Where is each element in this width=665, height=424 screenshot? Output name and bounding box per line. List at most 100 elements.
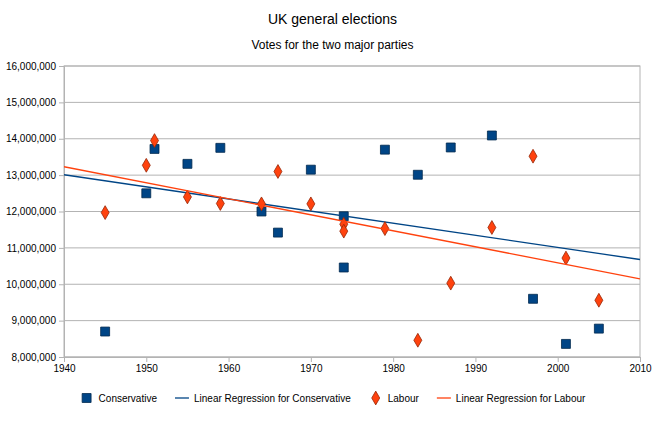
tick-label: 10,000,000: [6, 279, 56, 290]
tick: 1990: [465, 357, 488, 374]
axis-line: [65, 358, 641, 363]
tick-mark: [229, 357, 230, 362]
grid-line: [64, 247, 640, 248]
legend-item: Linear Regression for Conservative: [175, 393, 351, 404]
tick: 13,000,000: [6, 170, 64, 181]
tick-mark: [475, 357, 476, 362]
point: [561, 339, 570, 348]
x-axis: 1940 1950 1960 1970 1980 1990 2000 2010: [53, 357, 652, 374]
tick: 15,000,000: [6, 97, 64, 108]
point: [339, 263, 348, 272]
point: [307, 197, 315, 211]
point: [594, 324, 603, 333]
tick: 1980: [383, 357, 406, 374]
tick-mark: [59, 175, 64, 176]
tick-mark: [59, 248, 64, 249]
legend-label: Conservative: [99, 393, 158, 404]
tick: 1960: [218, 357, 241, 374]
tick: 9,000,000: [12, 315, 65, 326]
point: [413, 170, 422, 179]
grid-line: [64, 138, 640, 139]
axis-line: [59, 67, 65, 358]
tick-label: 2010: [629, 363, 652, 374]
grid-line: [64, 102, 640, 103]
grid-line: [64, 175, 640, 176]
tick-mark: [59, 212, 64, 213]
point: [216, 143, 225, 152]
point: [595, 293, 603, 307]
point: [216, 197, 224, 211]
grid-line: [64, 284, 640, 285]
tick-label: 15,000,000: [6, 97, 56, 108]
point: [529, 149, 537, 163]
legend-label: Linear Regression for Labour: [456, 393, 586, 404]
point: [274, 165, 282, 179]
tick-mark: [59, 139, 64, 140]
point: [447, 276, 455, 290]
grid: [64, 66, 640, 357]
tick: 1950: [136, 357, 159, 374]
tick-mark: [311, 357, 312, 362]
point: [414, 333, 422, 347]
legend-label: Linear Regression for Conservative: [194, 393, 351, 404]
regression-line: [64, 175, 640, 260]
grid-line: [64, 320, 640, 321]
legend-item: Conservative: [82, 393, 157, 404]
tick-label: 14,000,000: [6, 133, 56, 144]
tick: 1940: [53, 357, 76, 374]
chart: UK general elections Votes for the two ma…: [0, 0, 665, 424]
marks: [64, 131, 640, 348]
legend-item: Linear Regression for Labour: [437, 393, 586, 404]
point: [488, 221, 496, 235]
y-axis: 8,000,000 9,000,000 10,000,000 11,000,000 12…: [6, 61, 65, 363]
point: [529, 294, 538, 303]
regression-line: [64, 167, 640, 279]
legend-item: Labour: [372, 391, 420, 405]
point: [258, 197, 266, 211]
tick: 11,000,000: [7, 243, 64, 254]
tick-label: 1990: [465, 363, 488, 374]
point: [562, 251, 570, 265]
tick-label: 1940: [53, 363, 76, 374]
tick-label: 1960: [218, 363, 241, 374]
point: [380, 145, 389, 154]
legend-label: Labour: [388, 393, 420, 404]
point: [273, 228, 282, 237]
tick-mark: [146, 357, 147, 362]
tick-mark: [558, 357, 559, 362]
tick: 16,000,000: [6, 61, 64, 72]
tick-label: 1980: [383, 363, 406, 374]
tick-label: 12,000,000: [6, 206, 56, 217]
plot: 8,000,000 9,000,000 10,000,000 11,000,000 12…: [6, 61, 652, 374]
tick-mark: [59, 284, 64, 285]
tick: 8,000,000: [12, 352, 65, 363]
plot-frame: [64, 66, 640, 357]
grid-line: [64, 211, 640, 212]
legend-symbol: [82, 394, 91, 403]
title: UK general elections: [268, 11, 397, 27]
tick-label: 9,000,000: [12, 315, 57, 326]
tick-label: 11,000,000: [7, 243, 57, 254]
tick: 1970: [300, 357, 323, 374]
point: [306, 165, 315, 174]
point: [183, 190, 191, 204]
point: [340, 224, 348, 238]
point: [151, 134, 159, 148]
tick: 2010: [629, 357, 652, 374]
point: [142, 158, 150, 172]
tick-label: 16,000,000: [6, 61, 56, 72]
point: [487, 131, 496, 140]
legend-symbol: [175, 397, 189, 398]
tick: 12,000,000: [6, 206, 64, 217]
point: [183, 159, 192, 168]
subtitle: Votes for the two major parties: [251, 38, 413, 52]
point: [101, 206, 109, 220]
tick-label: 1970: [300, 363, 323, 374]
legend-symbol: [437, 397, 451, 398]
point: [101, 327, 110, 336]
legend-symbol: [372, 391, 380, 405]
tick-mark: [59, 357, 64, 358]
tick: 2000: [547, 357, 570, 374]
legend: Conservative Linear Regression for Conser…: [82, 391, 586, 405]
tick: 14,000,000: [6, 133, 64, 144]
